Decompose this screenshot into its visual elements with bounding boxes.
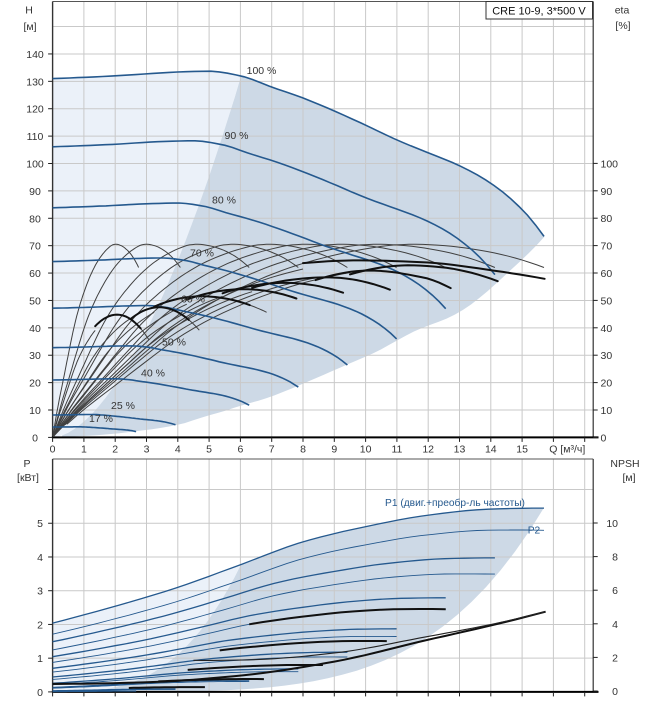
svg-text:11: 11	[391, 444, 402, 456]
svg-text:70: 70	[601, 241, 613, 253]
svg-text:140: 140	[26, 49, 44, 61]
svg-text:70: 70	[29, 241, 41, 253]
svg-text:P1 (двиг.+преобр-ль частоты): P1 (двиг.+преобр-ль частоты)	[385, 497, 525, 509]
svg-text:0: 0	[37, 687, 43, 699]
svg-text:80: 80	[601, 213, 613, 225]
svg-text:40 %: 40 %	[141, 368, 165, 380]
svg-text:50: 50	[601, 295, 613, 307]
svg-text:3: 3	[144, 444, 150, 456]
svg-text:10: 10	[606, 518, 618, 530]
svg-text:NPSH: NPSH	[610, 458, 639, 470]
svg-text:30: 30	[601, 350, 613, 362]
svg-text:130: 130	[26, 76, 44, 88]
svg-text:15: 15	[516, 444, 528, 456]
svg-text:Q [м³/ч]: Q [м³/ч]	[549, 444, 585, 456]
svg-text:1: 1	[37, 653, 43, 665]
svg-text:50: 50	[29, 295, 41, 307]
svg-text:0: 0	[612, 686, 618, 698]
svg-text:9: 9	[331, 444, 337, 456]
svg-text:13: 13	[454, 444, 466, 456]
svg-text:8: 8	[612, 552, 618, 564]
svg-text:10: 10	[601, 405, 613, 417]
svg-text:60: 60	[29, 268, 41, 280]
svg-text:60: 60	[601, 268, 613, 280]
svg-text:17 %: 17 %	[89, 413, 113, 425]
svg-text:90: 90	[601, 186, 613, 198]
svg-text:90: 90	[29, 186, 41, 198]
svg-text:4: 4	[175, 444, 181, 456]
svg-text:40: 40	[601, 323, 613, 335]
svg-text:10: 10	[29, 405, 41, 417]
svg-text:80 %: 80 %	[212, 195, 236, 207]
svg-text:70 %: 70 %	[190, 248, 214, 260]
svg-text:H: H	[25, 5, 33, 17]
svg-text:2: 2	[612, 652, 618, 664]
svg-text:[кВт]: [кВт]	[17, 472, 39, 484]
svg-text:0: 0	[32, 432, 38, 444]
svg-text:[%]: [%]	[615, 20, 630, 32]
svg-text:[м]: [м]	[622, 472, 635, 484]
svg-text:4: 4	[37, 552, 43, 564]
svg-text:P: P	[23, 458, 30, 470]
svg-text:1: 1	[81, 444, 87, 456]
svg-text:14: 14	[485, 444, 497, 456]
svg-text:3: 3	[37, 586, 43, 598]
svg-text:10: 10	[360, 444, 372, 456]
svg-text:2: 2	[112, 444, 118, 456]
svg-text:0: 0	[50, 444, 56, 456]
svg-text:P2: P2	[528, 526, 541, 537]
svg-text:110: 110	[27, 131, 44, 143]
svg-text:60 %: 60 %	[181, 294, 205, 306]
svg-text:100: 100	[601, 158, 619, 170]
svg-text:80: 80	[29, 213, 41, 225]
svg-text:20: 20	[29, 378, 41, 390]
svg-text:4: 4	[612, 619, 618, 631]
svg-text:5: 5	[37, 518, 43, 530]
svg-text:5: 5	[206, 444, 212, 456]
svg-text:100 %: 100 %	[247, 65, 277, 77]
svg-text:8: 8	[300, 444, 306, 456]
svg-text:CRE 10-9, 3*500 V: CRE 10-9, 3*500 V	[492, 6, 586, 18]
svg-text:0: 0	[601, 432, 607, 444]
svg-text:40: 40	[29, 323, 41, 335]
svg-text:100: 100	[26, 159, 44, 171]
svg-text:6: 6	[237, 444, 243, 456]
svg-text:30: 30	[29, 350, 41, 362]
svg-text:[м]: [м]	[23, 21, 36, 33]
svg-text:2: 2	[37, 619, 43, 631]
svg-text:90 %: 90 %	[225, 130, 249, 142]
svg-text:6: 6	[612, 585, 618, 597]
svg-text:12: 12	[422, 444, 434, 456]
svg-text:50 %: 50 %	[162, 337, 186, 349]
svg-text:120: 120	[26, 104, 44, 116]
svg-text:7: 7	[269, 444, 275, 456]
svg-text:25 %: 25 %	[111, 400, 135, 412]
svg-text:20: 20	[601, 378, 613, 390]
svg-text:eta: eta	[615, 5, 630, 17]
